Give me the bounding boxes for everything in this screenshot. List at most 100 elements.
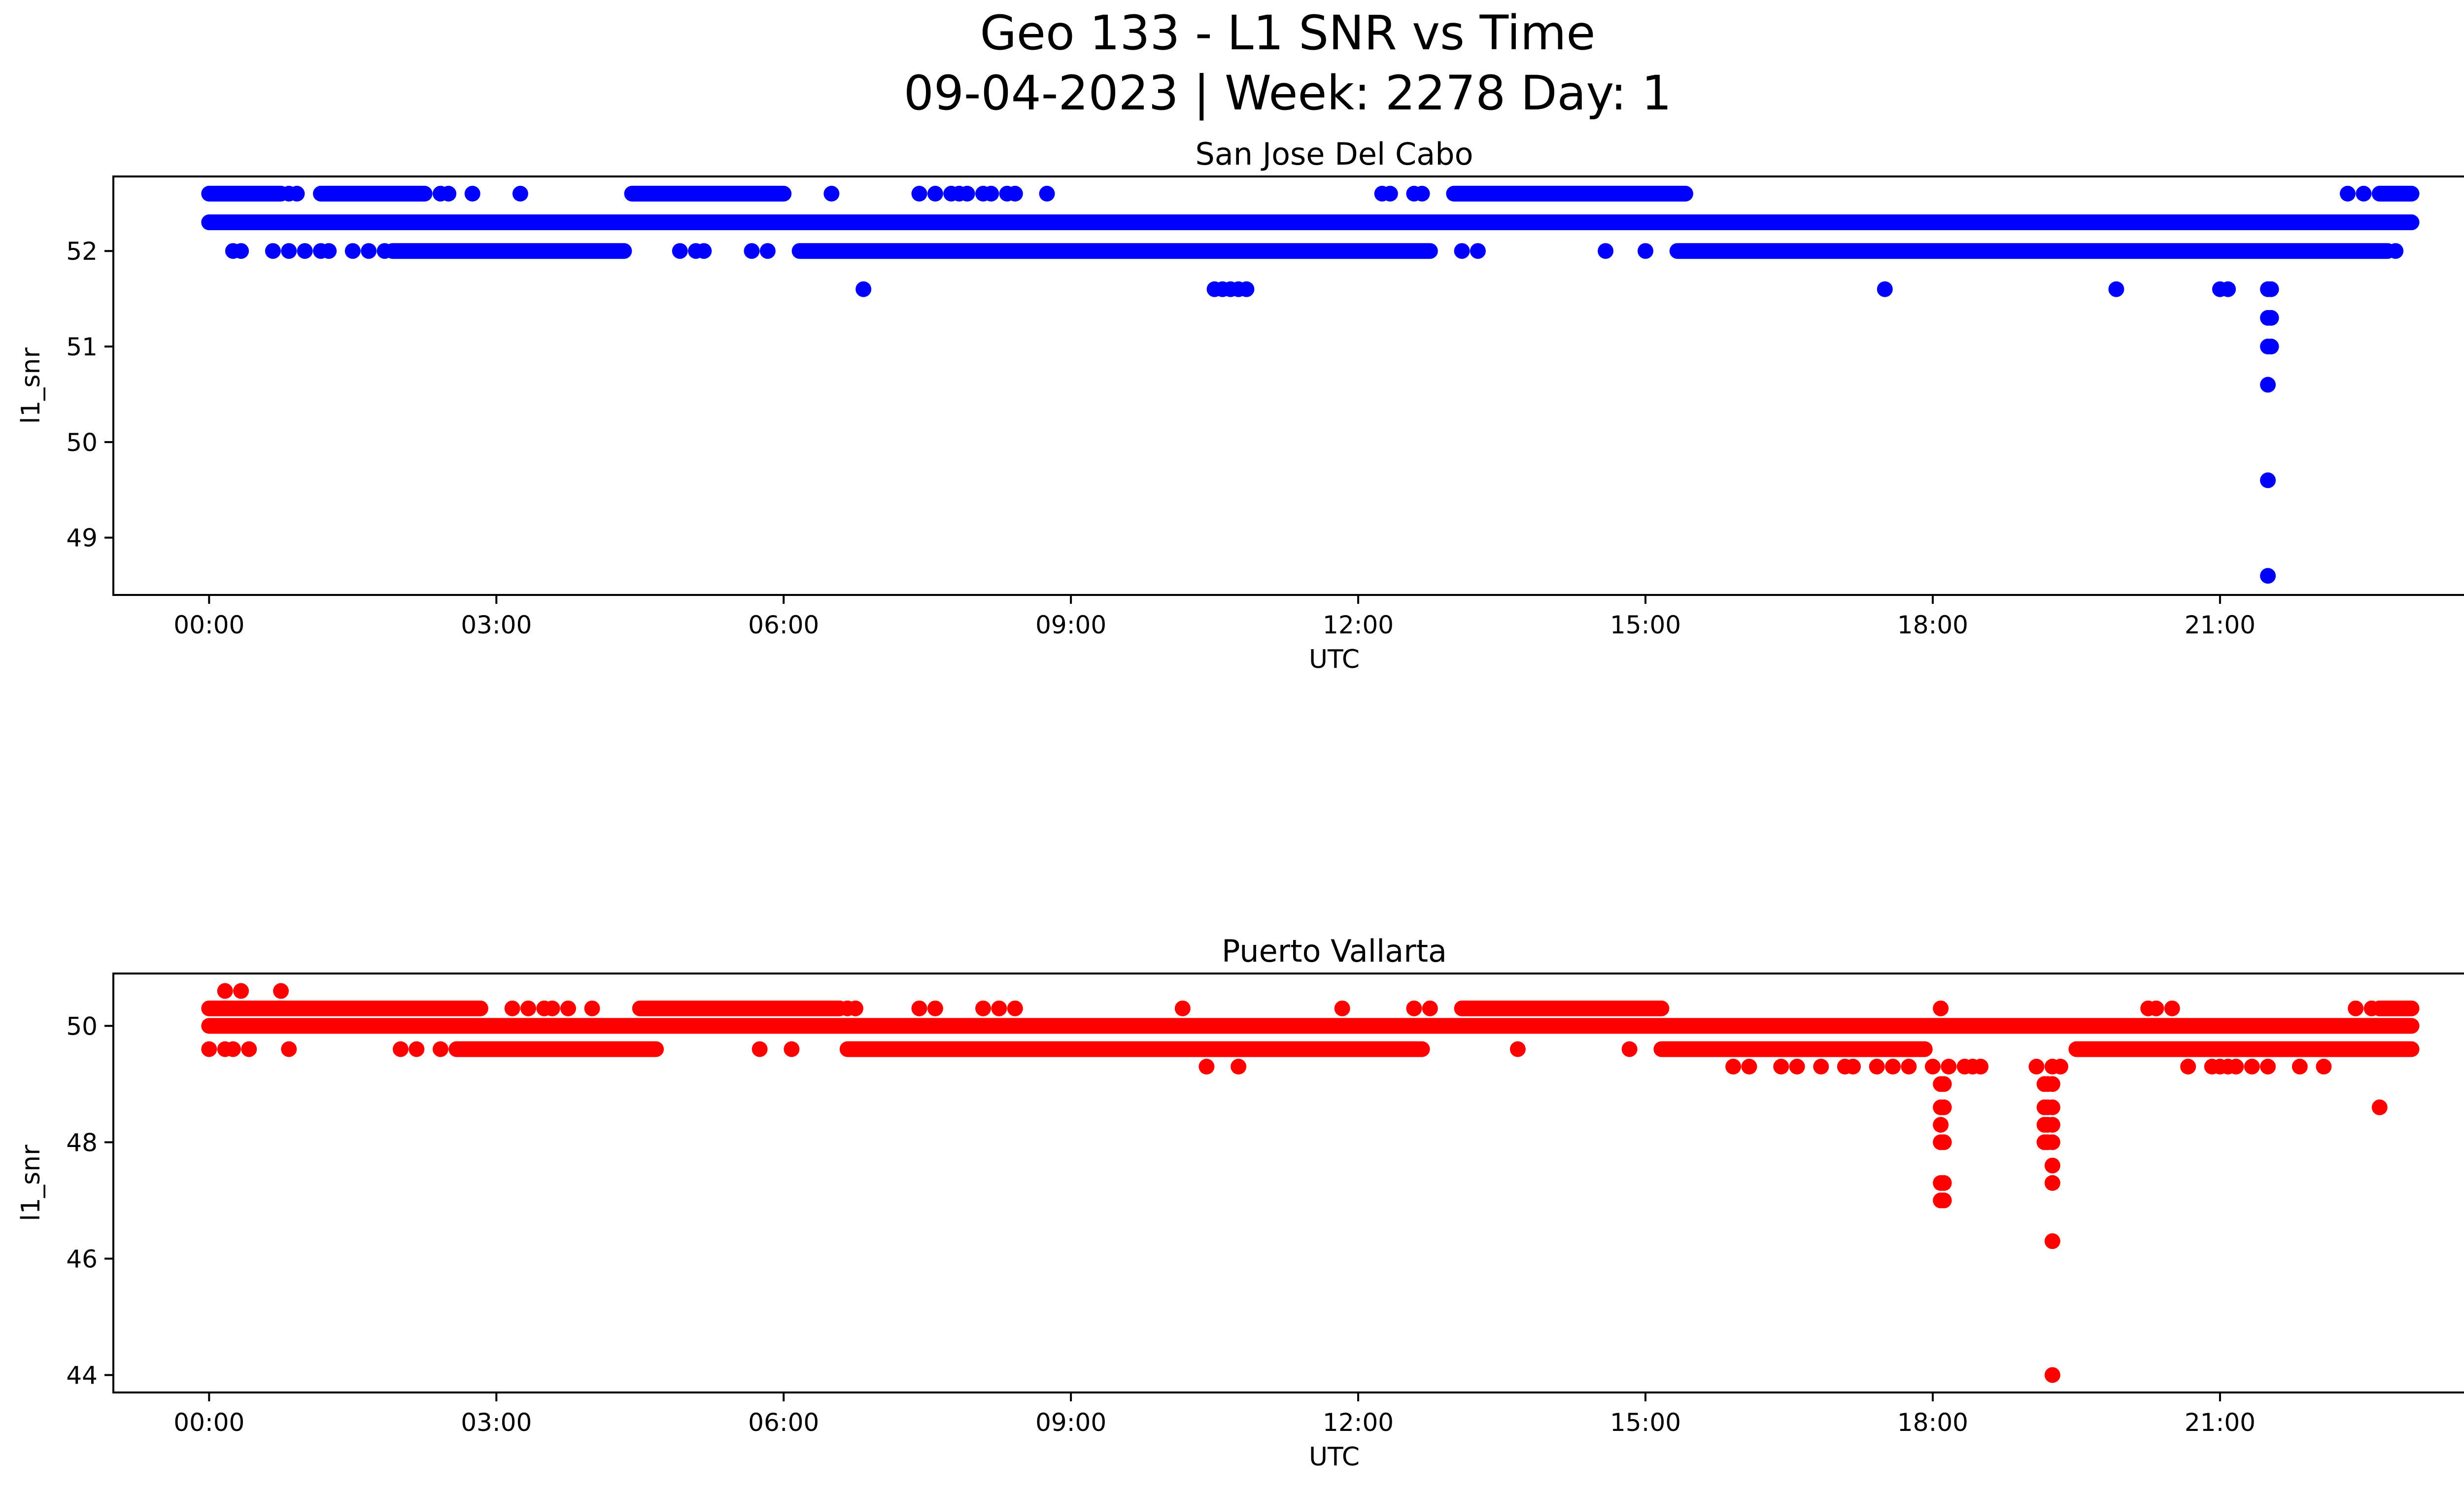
data-point xyxy=(584,1000,600,1016)
data-point xyxy=(2228,1058,2244,1075)
x-tick-label: 00:00 xyxy=(173,1408,244,1437)
data-point xyxy=(273,983,289,999)
y-tick-label: 46 xyxy=(66,1245,98,1273)
data-point xyxy=(2028,1058,2045,1075)
y-tick-label: 50 xyxy=(66,428,98,457)
data-point xyxy=(1773,1058,1789,1075)
data-point xyxy=(2356,185,2372,202)
plot-frame xyxy=(112,175,2464,596)
data-point xyxy=(1901,1058,1917,1075)
data-point xyxy=(201,1041,217,1057)
data-point xyxy=(1877,281,1893,297)
data-point xyxy=(1334,1000,1350,1016)
data-band-segment xyxy=(2371,1000,2420,1016)
data-point xyxy=(560,1000,576,1016)
y-tick-label: 49 xyxy=(66,524,98,553)
data-point xyxy=(1598,243,1614,259)
x-tick-label: 06:00 xyxy=(748,1408,819,1437)
data-band-segment xyxy=(313,185,433,202)
x-tick-label: 12:00 xyxy=(1323,611,1394,639)
data-point xyxy=(2180,1058,2196,1075)
data-point xyxy=(2260,568,2276,584)
data-point xyxy=(376,243,393,259)
data-point xyxy=(464,185,480,202)
data-band-segment xyxy=(1669,243,2396,259)
data-point xyxy=(2044,1134,2060,1150)
data-point xyxy=(2339,185,2356,202)
data-point xyxy=(1933,1000,1949,1016)
data-point xyxy=(1174,1000,1191,1016)
data-point xyxy=(1933,1116,1949,1133)
data-band-segment xyxy=(1653,1041,1933,1057)
data-point xyxy=(752,1041,768,1057)
y-tick-label: 44 xyxy=(66,1361,98,1390)
data-point xyxy=(2316,1058,2332,1075)
plot-frame xyxy=(112,973,2464,1393)
x-tick-label: 00:00 xyxy=(173,611,244,639)
data-point xyxy=(344,243,361,259)
subplot-title: San Jose Del Cabo xyxy=(1195,136,1473,172)
data-point xyxy=(361,243,377,259)
data-point xyxy=(1936,1175,1952,1191)
data-point xyxy=(2263,281,2279,297)
data-band-segment xyxy=(791,243,1438,259)
x-tick-label: 03:00 xyxy=(461,1408,532,1437)
y-axis-label: l1_snr xyxy=(16,347,46,424)
data-point xyxy=(1422,1000,1438,1016)
data-point xyxy=(696,243,712,259)
data-point xyxy=(975,1000,992,1016)
data-point xyxy=(1231,1058,1247,1075)
data-point xyxy=(823,185,840,202)
data-point xyxy=(2044,1233,2060,1250)
data-point xyxy=(911,185,927,202)
data-point xyxy=(1454,243,1470,259)
data-band-segment xyxy=(2371,185,2420,202)
data-band-segment xyxy=(1454,1000,1670,1016)
data-point xyxy=(847,1000,863,1016)
data-point xyxy=(2363,1000,2380,1016)
data-point xyxy=(225,1041,241,1057)
x-tick-label: 21:00 xyxy=(2185,611,2256,639)
data-point xyxy=(1869,1058,1885,1075)
x-tick-label: 15:00 xyxy=(1610,1408,1681,1437)
puerto-vallarta-panel: Puerto Vallarta 00:00 03:00 06:00 09:00 12:00… xyxy=(16,933,2464,1472)
data-point xyxy=(927,1000,943,1016)
y-tick-label: 48 xyxy=(66,1128,98,1157)
data-point xyxy=(432,1041,448,1057)
data-point xyxy=(2260,1058,2276,1075)
data-point xyxy=(1936,1076,1952,1092)
data-point xyxy=(2371,1099,2388,1115)
data-band-segment xyxy=(1446,185,1693,202)
data-point xyxy=(1039,185,1055,202)
data-point xyxy=(1238,281,1255,297)
x-tick-label: 15:00 xyxy=(1610,611,1681,639)
data-point xyxy=(2044,1157,2060,1174)
y-tick-label: 50 xyxy=(66,1012,98,1041)
x-tick-label: 18:00 xyxy=(1897,611,1968,639)
data-point xyxy=(1406,1000,1422,1016)
data-point xyxy=(672,243,688,259)
data-point xyxy=(991,1000,1007,1016)
data-band-segment xyxy=(624,185,792,202)
data-point xyxy=(2263,339,2279,355)
data-point xyxy=(1509,1041,1526,1057)
x-tick-label: 12:00 xyxy=(1323,1408,1394,1437)
data-band-segment xyxy=(839,1041,1430,1057)
x-tick-label: 18:00 xyxy=(1897,1408,1968,1437)
data-point xyxy=(1941,1058,1957,1075)
data-point xyxy=(2260,472,2276,488)
data-point xyxy=(441,185,457,202)
data-point xyxy=(856,281,872,297)
data-point xyxy=(1007,1000,1023,1016)
data-point xyxy=(321,243,337,259)
data-point xyxy=(2244,1058,2260,1075)
data-point xyxy=(1382,185,1398,202)
data-point xyxy=(1007,185,1023,202)
data-point xyxy=(217,983,233,999)
data-point xyxy=(1936,1192,1952,1209)
x-tick-label: 09:00 xyxy=(1035,611,1106,639)
data-point xyxy=(1198,1058,1215,1075)
data-band-segment xyxy=(2068,1041,2420,1057)
data-point xyxy=(1725,1058,1742,1075)
